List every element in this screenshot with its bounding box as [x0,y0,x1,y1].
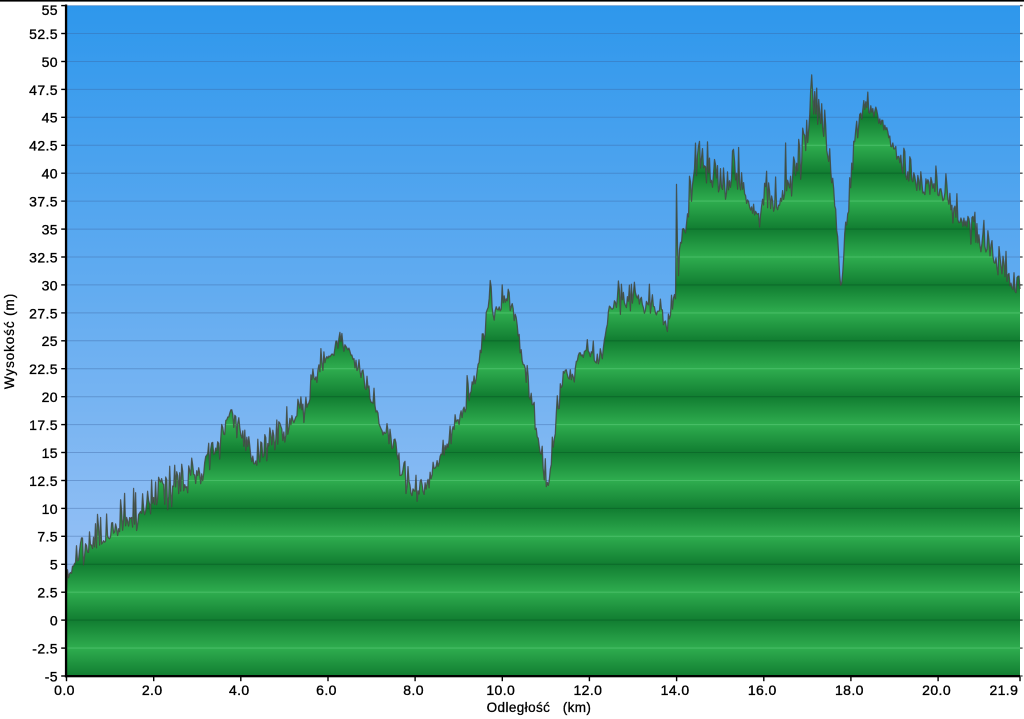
svg-text:22.5: 22.5 [29,361,58,377]
svg-text:45: 45 [42,110,58,126]
svg-text:12.0: 12.0 [573,682,602,698]
svg-text:30: 30 [42,277,58,293]
svg-text:20: 20 [42,389,58,405]
svg-text:35: 35 [42,222,58,238]
svg-text:2.0: 2.0 [142,682,163,698]
svg-text:5: 5 [50,557,58,573]
svg-text:15: 15 [42,445,58,461]
svg-text:14.0: 14.0 [661,682,690,698]
svg-text:6.0: 6.0 [316,682,337,698]
svg-text:42.5: 42.5 [29,138,58,154]
svg-text:10: 10 [42,501,58,517]
svg-text:0: 0 [50,613,58,629]
svg-text:50: 50 [42,54,58,70]
svg-text:-2.5: -2.5 [32,641,58,657]
svg-text:4.0: 4.0 [229,682,250,698]
svg-text:18.0: 18.0 [835,682,864,698]
svg-text:37.5: 37.5 [29,194,58,210]
svg-text:47.5: 47.5 [29,82,58,98]
svg-text:27.5: 27.5 [29,305,58,321]
svg-text:12.5: 12.5 [29,473,58,489]
svg-text:52.5: 52.5 [29,26,58,42]
svg-text:0.0: 0.0 [54,682,75,698]
svg-text:16.0: 16.0 [748,682,777,698]
svg-text:40: 40 [42,166,58,182]
svg-text:17.5: 17.5 [29,417,58,433]
svg-text:Odległość (km): Odległość (km) [487,700,592,715]
svg-text:25: 25 [42,333,58,349]
svg-text:32.5: 32.5 [29,249,58,265]
svg-text:Wysokość (m): Wysokość (m) [2,293,17,389]
svg-text:-5: -5 [45,668,58,684]
svg-text:2.5: 2.5 [37,585,58,601]
svg-text:21.9: 21.9 [989,682,1018,698]
svg-text:20.0: 20.0 [922,682,951,698]
svg-text:7.5: 7.5 [37,529,58,545]
svg-text:10.0: 10.0 [486,682,515,698]
svg-text:55: 55 [42,2,58,18]
svg-text:8.0: 8.0 [403,682,424,698]
